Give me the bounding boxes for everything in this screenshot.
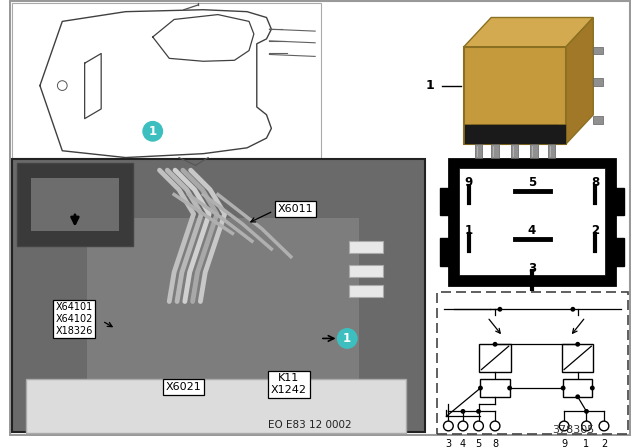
Bar xyxy=(481,379,509,397)
Bar xyxy=(12,3,321,158)
Text: 4: 4 xyxy=(528,224,536,237)
Circle shape xyxy=(476,409,481,414)
Circle shape xyxy=(143,121,163,141)
Text: 1: 1 xyxy=(584,439,589,448)
Text: X6021: X6021 xyxy=(166,382,202,392)
Text: 4: 4 xyxy=(460,439,466,448)
Text: X64101
X64102
X18326: X64101 X64102 X18326 xyxy=(55,302,93,336)
Text: 8: 8 xyxy=(492,439,498,448)
Circle shape xyxy=(497,307,502,312)
Circle shape xyxy=(559,421,569,431)
Circle shape xyxy=(584,409,589,414)
Text: 1: 1 xyxy=(343,332,351,345)
Text: 1: 1 xyxy=(426,79,435,92)
Bar xyxy=(479,344,511,371)
Bar xyxy=(562,344,593,371)
Bar xyxy=(349,266,383,277)
Bar xyxy=(31,178,118,232)
Circle shape xyxy=(570,307,575,312)
Bar xyxy=(593,116,603,124)
Circle shape xyxy=(561,386,566,391)
Bar xyxy=(349,285,383,297)
Text: 378305: 378305 xyxy=(552,425,594,435)
Bar xyxy=(612,188,625,215)
Circle shape xyxy=(490,421,500,431)
Text: 2: 2 xyxy=(591,224,599,237)
Bar xyxy=(12,159,425,432)
Bar xyxy=(511,144,518,158)
Text: X6011: X6011 xyxy=(278,204,314,214)
Bar xyxy=(440,238,451,266)
Circle shape xyxy=(478,386,483,391)
Bar xyxy=(449,159,614,285)
Text: 5: 5 xyxy=(476,439,482,448)
Bar xyxy=(464,125,566,144)
Circle shape xyxy=(493,342,497,347)
Text: 8: 8 xyxy=(591,176,599,189)
Bar xyxy=(440,188,451,215)
Bar xyxy=(86,218,359,412)
Circle shape xyxy=(458,421,468,431)
Text: 3: 3 xyxy=(445,439,451,448)
Text: K11
X1242: K11 X1242 xyxy=(271,373,307,395)
Bar xyxy=(472,125,558,129)
Circle shape xyxy=(444,421,453,431)
Bar xyxy=(464,47,566,144)
Bar xyxy=(436,292,628,434)
Bar xyxy=(491,144,499,158)
Text: 5: 5 xyxy=(528,176,536,189)
Text: 3: 3 xyxy=(528,262,536,275)
Bar xyxy=(530,144,538,158)
Circle shape xyxy=(582,421,591,431)
Circle shape xyxy=(590,386,595,391)
Circle shape xyxy=(508,386,512,391)
Text: 9: 9 xyxy=(465,176,473,189)
Polygon shape xyxy=(464,17,593,47)
Bar xyxy=(563,379,592,397)
Bar xyxy=(612,238,625,266)
Bar xyxy=(349,241,383,253)
Bar xyxy=(26,379,406,433)
Bar xyxy=(459,168,605,275)
Circle shape xyxy=(575,394,580,399)
Circle shape xyxy=(461,409,465,414)
Circle shape xyxy=(599,421,609,431)
Circle shape xyxy=(474,421,483,431)
Bar xyxy=(548,144,556,158)
Text: 1: 1 xyxy=(148,125,157,138)
Bar xyxy=(475,144,483,158)
Text: 2: 2 xyxy=(601,439,607,448)
Circle shape xyxy=(337,329,357,348)
Bar xyxy=(17,164,133,246)
Text: EO E83 12 0002: EO E83 12 0002 xyxy=(268,420,352,430)
Text: 1: 1 xyxy=(465,224,473,237)
Bar xyxy=(593,47,603,55)
Bar xyxy=(593,78,603,86)
Circle shape xyxy=(575,342,580,347)
Text: 9: 9 xyxy=(561,439,567,448)
Polygon shape xyxy=(566,17,593,144)
